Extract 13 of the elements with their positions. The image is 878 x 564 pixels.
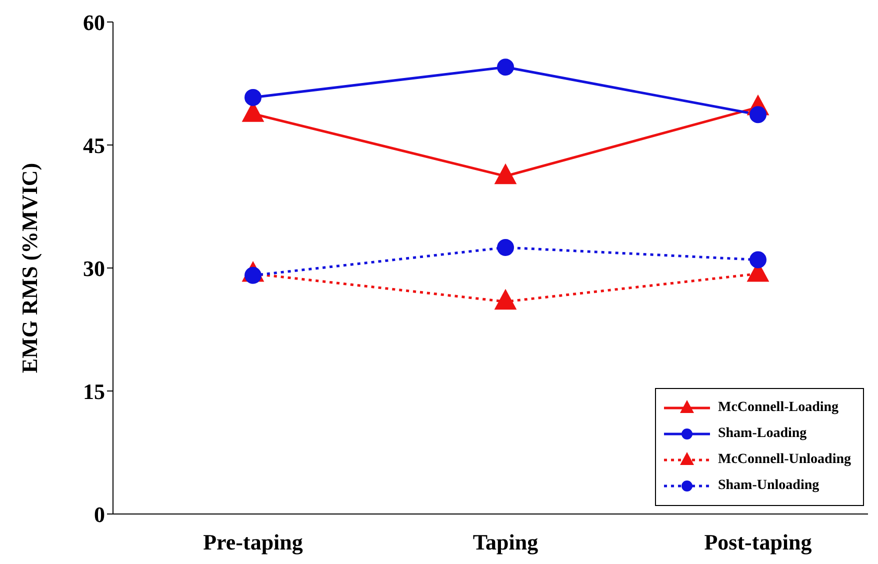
legend-label: Sham-Loading — [718, 426, 807, 442]
legend-label: McConnell-Unloading — [718, 452, 851, 468]
y-axis-title: EMG RMS (%MVIC) — [16, 162, 42, 374]
y-tick-label: 0 — [94, 502, 105, 527]
x-tick-label: Post-taping — [704, 530, 812, 555]
x-tick-label: Pre-taping — [203, 530, 303, 555]
y-tick-label: 30 — [83, 256, 105, 281]
legend-label: Sham-Unloading — [718, 478, 820, 494]
y-tick-label: 60 — [83, 10, 105, 35]
y-tick-label: 15 — [83, 378, 105, 404]
y-tick-label: 45 — [83, 132, 105, 158]
legend-label: McConnell-Loading — [718, 400, 839, 416]
x-tick-label: Taping — [472, 530, 538, 555]
